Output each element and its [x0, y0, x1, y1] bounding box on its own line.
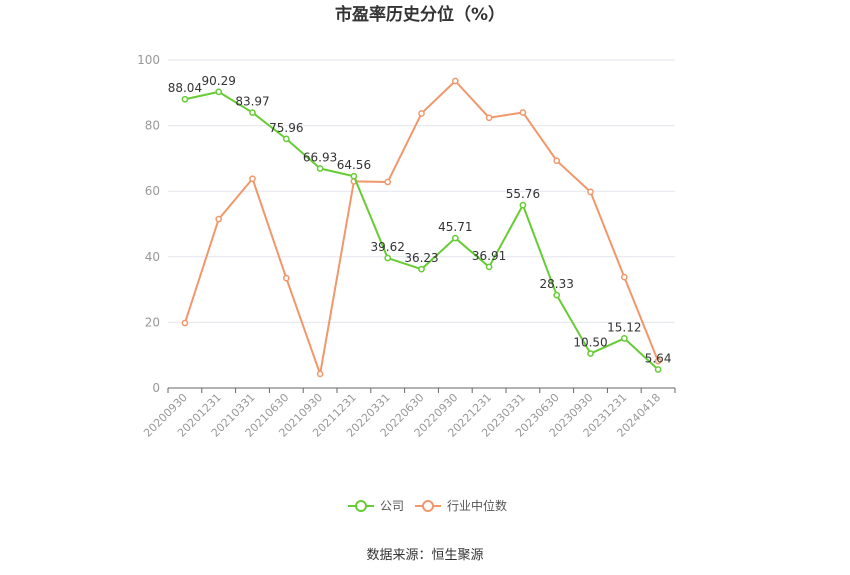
data-point — [654, 357, 662, 365]
series-layer — [181, 77, 662, 378]
data-point — [181, 95, 189, 103]
data-point — [587, 188, 594, 196]
data-label: 36.91 — [472, 249, 506, 263]
data-label: 28.33 — [540, 277, 574, 291]
data-point — [519, 109, 527, 116]
x-axis: 2020093020201231202103312021063020210930… — [141, 387, 676, 440]
data-point — [282, 135, 290, 143]
data-label: 10.50 — [573, 336, 607, 350]
data-point — [249, 175, 256, 183]
data-point — [485, 263, 493, 271]
data-label: 39.62 — [371, 240, 405, 254]
y-tick-label: 60 — [145, 184, 160, 198]
data-label: 45.71 — [438, 220, 472, 234]
data-point — [418, 265, 425, 273]
data-point — [519, 201, 527, 209]
data-label: 64.56 — [337, 158, 371, 172]
legend-label: 公司 — [380, 499, 404, 513]
y-tick-label: 40 — [145, 250, 160, 264]
data-point — [485, 114, 493, 122]
series-line-0 — [184, 90, 659, 371]
data-label: 36.23 — [404, 251, 438, 265]
legend-label: 行业中位数 — [447, 498, 507, 513]
data-label: 5.64 — [645, 352, 672, 366]
y-axis: 0 20 40 60 80 100 — [137, 53, 160, 395]
data-point — [181, 319, 189, 327]
data-point — [553, 157, 561, 165]
chart-title: 市盈率历史分位（%） — [335, 4, 505, 25]
data-point — [215, 88, 223, 96]
y-tick-label: 80 — [145, 119, 160, 133]
grid — [168, 59, 675, 323]
y-tick-label: 0 — [152, 381, 160, 395]
data-point — [316, 165, 324, 172]
legend-marker — [355, 500, 367, 512]
data-label: 75.96 — [269, 121, 303, 135]
data-label: 90.29 — [202, 74, 236, 88]
data-point — [215, 215, 223, 223]
y-tick-label: 20 — [145, 315, 160, 329]
data-point — [384, 178, 392, 186]
y-tick-label: 100 — [137, 53, 160, 67]
data-point — [282, 274, 290, 282]
data-label: 55.76 — [506, 187, 540, 201]
data-label: 88.04 — [168, 81, 202, 95]
source-note: 数据来源：恒生聚源 — [366, 548, 483, 563]
data-point — [451, 234, 459, 242]
data-point — [553, 291, 561, 299]
data-point — [384, 254, 392, 262]
data-point — [620, 335, 628, 342]
data-point — [451, 77, 459, 85]
data-point — [249, 109, 256, 116]
data-point — [620, 273, 628, 281]
data-label: 15.12 — [607, 320, 641, 334]
legend-item-1[interactable]: 行业中位数 — [415, 498, 507, 513]
series-line-1 — [183, 79, 660, 375]
data-point — [587, 350, 594, 357]
data-point — [316, 370, 324, 378]
data-point — [418, 110, 425, 117]
data-point — [350, 172, 358, 180]
data-label: 66.93 — [303, 150, 337, 164]
data-label: 83.97 — [235, 95, 269, 109]
legend-item-0[interactable]: 公司 — [348, 499, 404, 513]
legend[interactable]: 公司 行业中位数 — [348, 498, 507, 513]
legend-marker — [422, 500, 434, 512]
data-point — [654, 366, 662, 373]
